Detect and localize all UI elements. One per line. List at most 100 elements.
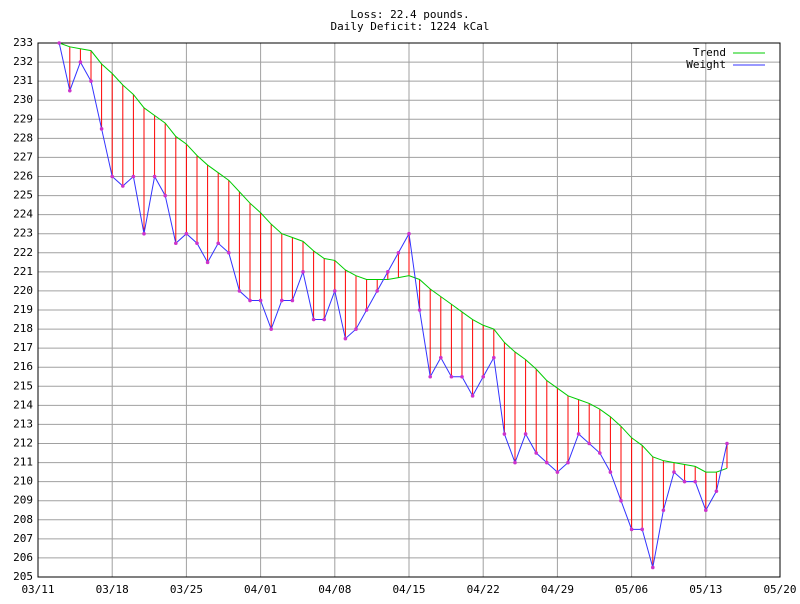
point	[280, 298, 284, 303]
point	[227, 250, 231, 255]
point	[714, 489, 719, 493]
x-tick-label: 05/13	[689, 583, 722, 596]
point	[343, 336, 348, 341]
chart-title: Loss: 22.4 pounds.	[350, 8, 469, 21]
point	[237, 289, 242, 293]
point	[290, 298, 295, 303]
x-tick-label: 03/18	[96, 583, 129, 596]
y-tick-label: 207	[13, 532, 33, 545]
y-tick-label: 221	[13, 265, 33, 278]
x-tick-label: 04/08	[318, 583, 351, 596]
x-tick-label: 04/22	[467, 583, 500, 596]
point	[195, 241, 199, 246]
x-tick-label: 04/29	[541, 583, 574, 596]
point	[364, 308, 369, 312]
point	[322, 317, 327, 322]
point	[682, 479, 687, 484]
legend-label: Weight	[686, 58, 726, 71]
y-tick-label: 214	[13, 398, 33, 411]
point	[57, 41, 61, 45]
y-tick-label: 220	[13, 284, 33, 297]
point	[110, 174, 114, 179]
point	[269, 327, 274, 331]
point	[523, 432, 528, 436]
legend-label: Trend	[693, 46, 726, 59]
point	[672, 470, 676, 474]
y-tick-label: 213	[13, 417, 33, 430]
y-tick-label: 209	[13, 494, 33, 507]
point	[248, 298, 252, 303]
x-tick-label: 03/11	[21, 583, 54, 596]
point	[184, 231, 189, 236]
point	[142, 231, 146, 236]
y-tick-label: 223	[13, 227, 33, 240]
point	[640, 527, 644, 532]
point	[121, 184, 125, 188]
y-tick-label: 233	[13, 36, 33, 49]
y-tick-label: 228	[13, 131, 33, 144]
point	[704, 508, 708, 513]
point	[386, 270, 390, 274]
point	[481, 374, 486, 379]
y-tick-label: 222	[13, 246, 33, 259]
point	[492, 355, 496, 360]
point	[513, 460, 517, 465]
point	[205, 260, 210, 265]
point	[470, 394, 475, 398]
y-tick-label: 226	[13, 170, 33, 183]
y-tick-label: 215	[13, 379, 33, 392]
y-tick-label: 219	[13, 303, 33, 316]
point	[661, 508, 666, 513]
point	[725, 441, 729, 446]
point	[449, 374, 454, 379]
y-tick-label: 212	[13, 437, 33, 450]
point	[587, 441, 591, 446]
x-tick-label: 04/01	[244, 583, 277, 596]
point	[131, 174, 136, 179]
point	[439, 355, 443, 360]
y-tick-label: 211	[13, 456, 33, 469]
x-tick-label: 05/06	[615, 583, 648, 596]
point	[89, 79, 93, 83]
point	[566, 460, 570, 465]
y-tick-label: 230	[13, 93, 33, 106]
y-tick-label: 232	[13, 55, 33, 68]
x-tick-label: 04/15	[392, 583, 425, 596]
y-tick-label: 217	[13, 341, 33, 354]
point	[417, 308, 422, 312]
point	[555, 470, 560, 474]
x-tick-label: 03/25	[170, 583, 203, 596]
point	[311, 317, 316, 322]
series-line	[59, 42, 728, 473]
point	[68, 88, 72, 93]
y-tick-label: 208	[13, 513, 33, 526]
y-tick-label: 229	[13, 112, 33, 125]
point	[460, 374, 464, 379]
plot-border	[37, 42, 781, 578]
point	[174, 241, 178, 246]
y-tick-label: 206	[13, 551, 33, 564]
point	[333, 289, 337, 293]
y-tick-label: 225	[13, 189, 33, 202]
point	[99, 127, 104, 131]
point	[216, 241, 220, 246]
point	[396, 250, 401, 255]
point	[608, 470, 613, 474]
chart-subtitle: Daily Deficit: 1224 kCal	[331, 20, 490, 33]
point	[78, 60, 83, 64]
y-tick-label: 216	[13, 360, 33, 373]
point	[301, 270, 305, 274]
point	[163, 193, 167, 198]
point	[354, 327, 358, 331]
y-tick-label: 231	[13, 74, 33, 87]
point	[534, 451, 538, 455]
y-tick-label: 218	[13, 322, 33, 335]
point	[629, 527, 634, 532]
point	[598, 451, 602, 455]
point	[651, 565, 655, 570]
point	[152, 174, 157, 179]
y-tick-label: 205	[13, 570, 33, 583]
point	[375, 289, 380, 293]
point	[693, 479, 697, 484]
